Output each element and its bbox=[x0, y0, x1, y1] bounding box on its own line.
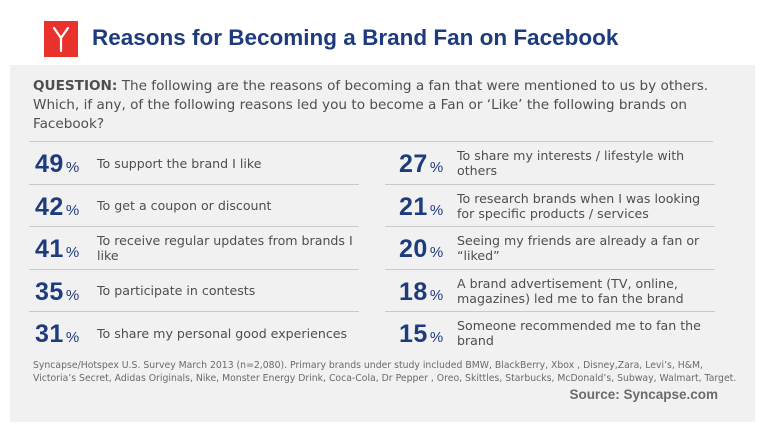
survey-question: QUESTION: The following are the reasons … bbox=[33, 77, 743, 134]
percent-sign: % bbox=[429, 201, 444, 219]
percent-sign: % bbox=[65, 159, 80, 176]
percent-value: 42% bbox=[35, 193, 95, 222]
percent-number: 31 bbox=[35, 320, 64, 349]
percent-value: 49% bbox=[35, 150, 95, 179]
reason-label: To share my interests / lifestyle with o… bbox=[457, 148, 685, 178]
percent-value: 18% bbox=[399, 278, 459, 307]
percent-number: 27 bbox=[399, 150, 428, 178]
percent-number: 21 bbox=[399, 192, 428, 221]
percent-value: 21% bbox=[399, 193, 459, 222]
percent-sign: % bbox=[65, 244, 80, 262]
reason-label: To share my personal good experiences bbox=[97, 325, 348, 341]
results-column-left: 49% To support the brand I like 42% To get … bbox=[29, 142, 359, 355]
percent-number: 20 bbox=[399, 235, 428, 264]
result-row: 42% To get a coupon or discount bbox=[29, 185, 359, 228]
percent-number: 15 bbox=[399, 320, 428, 349]
percent-number: 41 bbox=[35, 235, 64, 264]
result-row: 35% To participate in contests bbox=[29, 270, 359, 313]
infographic-frame: Reasons for Becoming a Brand Fan on Face… bbox=[10, 11, 755, 422]
percent-value: 27% bbox=[399, 150, 459, 179]
question-text: The following are the reasons of becomin… bbox=[33, 78, 709, 132]
page-title: Reasons for Becoming a Brand Fan on Face… bbox=[92, 25, 619, 50]
percent-number: 49 bbox=[35, 150, 64, 178]
result-row: 18% A brand advertisement (TV, online, ma… bbox=[385, 270, 715, 313]
percent-value: 20% bbox=[399, 235, 459, 264]
survey-footnote: Syncapse/Hotspex U.S. Survey March 2013 … bbox=[33, 360, 737, 384]
syncapse-logo-icon bbox=[44, 21, 78, 57]
percent-value: 15% bbox=[399, 320, 459, 349]
percent-sign: % bbox=[429, 159, 444, 176]
results-table: 49% To support the brand I like 42% To get … bbox=[29, 141, 715, 355]
percent-value: 31% bbox=[35, 320, 95, 349]
percent-sign: % bbox=[65, 329, 80, 347]
question-label: QUESTION: bbox=[33, 78, 118, 94]
header: Reasons for Becoming a Brand Fan on Face… bbox=[10, 11, 755, 65]
result-row: 21% To research brands when I was looking… bbox=[385, 185, 715, 228]
percent-sign: % bbox=[429, 244, 444, 262]
reason-label: Someone recommended me to fan the brand bbox=[457, 318, 701, 349]
percent-value: 35% bbox=[35, 278, 95, 307]
reason-label: Seeing my friends are already a fan or “… bbox=[457, 233, 700, 264]
reason-label: A brand advertisement (TV, online, magaz… bbox=[457, 275, 684, 306]
result-row: 20% Seeing my friends are already a fan o… bbox=[385, 227, 715, 270]
percent-sign: % bbox=[429, 329, 444, 347]
result-row: 27% To share my interests / lifestyle wit… bbox=[385, 142, 715, 185]
reason-label: To receive regular updates from brands I… bbox=[97, 233, 353, 264]
percent-number: 18 bbox=[399, 277, 428, 306]
result-row: 41% To receive regular updates from brand… bbox=[29, 227, 359, 270]
percent-number: 42 bbox=[35, 192, 64, 221]
reason-label: To support the brand I like bbox=[97, 155, 262, 171]
percent-sign: % bbox=[65, 201, 80, 219]
source-credit: Source: Syncapse.com bbox=[569, 387, 718, 402]
result-row: 15% Someone recommended me to fan the bra… bbox=[385, 312, 715, 355]
results-column-right: 27% To share my interests / lifestyle wit… bbox=[385, 142, 715, 355]
reason-label: To research brands when I was looking fo… bbox=[457, 190, 701, 221]
percent-sign: % bbox=[429, 286, 444, 304]
reason-label: To get a coupon or discount bbox=[97, 198, 272, 214]
result-row: 49% To support the brand I like bbox=[29, 142, 359, 185]
result-row: 31% To share my personal good experiences bbox=[29, 312, 359, 355]
percent-value: 41% bbox=[35, 235, 95, 264]
percent-number: 35 bbox=[35, 277, 64, 306]
percent-sign: % bbox=[65, 286, 80, 304]
reason-label: To participate in contests bbox=[97, 283, 256, 299]
